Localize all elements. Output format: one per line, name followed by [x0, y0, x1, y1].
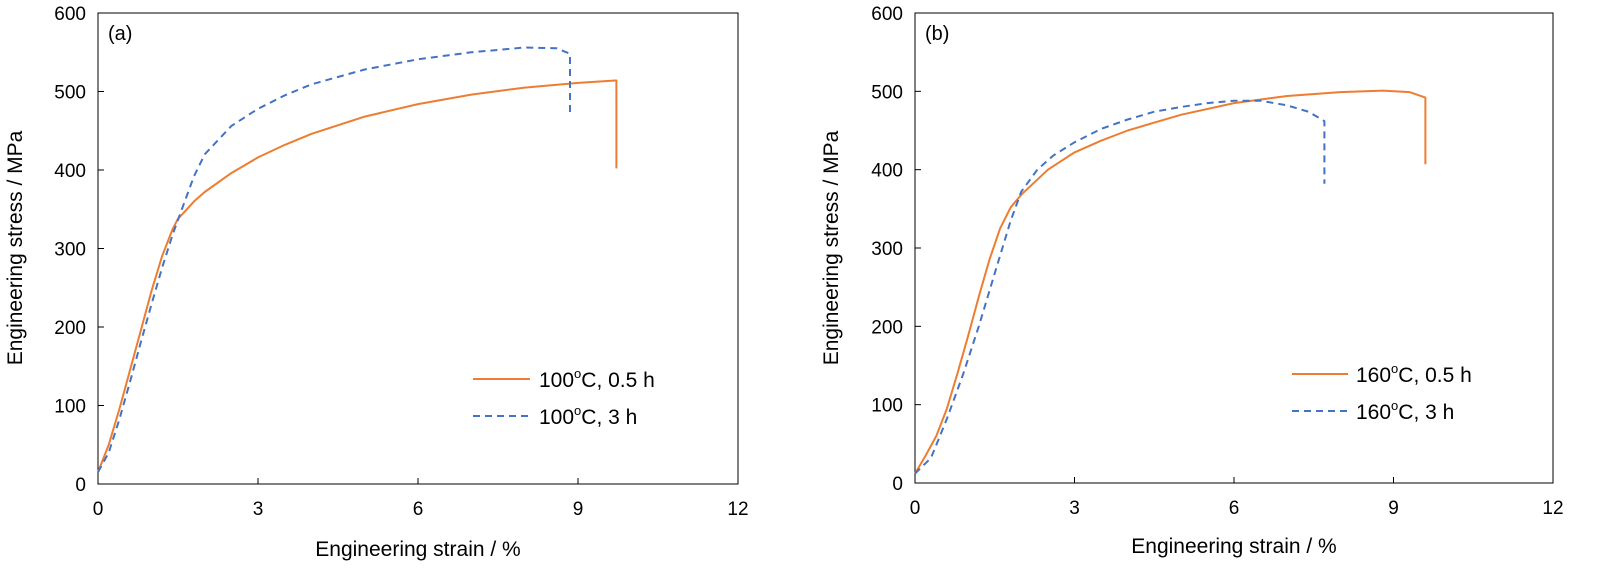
y-tick-label: 300 — [871, 239, 903, 260]
chart-panel-a: 0 100 200 300 400 500 600 0 3 6 9 12 (a) Engineeri… — [4, 4, 749, 561]
y-tick-label: 200 — [871, 317, 903, 338]
legend-entry-0: 100oC, 0.5 h — [539, 366, 655, 392]
y-tick-label: 300 — [54, 240, 86, 261]
y-tick-label: 200 — [54, 318, 86, 339]
legend: 100oC, 0.5 h 100oC, 3 h — [473, 366, 655, 429]
legend-duration: , 3 h — [596, 406, 637, 429]
legend-degree-mark: o — [1391, 398, 1398, 413]
y-axis-label: Engineering stress / MPa — [4, 130, 27, 365]
legend-degree-mark: o — [1391, 361, 1398, 376]
y-tick-label: 100 — [871, 396, 903, 417]
legend-entry-0: 160oC, 0.5 h — [1356, 361, 1472, 387]
legend-degree-mark: o — [574, 366, 581, 381]
legend: 160oC, 0.5 h 160oC, 3 h — [1292, 361, 1472, 424]
x-tick-label: 0 — [910, 498, 921, 519]
legend-unit: C — [1398, 364, 1413, 387]
y-axis-ticks: 0 100 200 300 400 500 600 — [871, 4, 921, 495]
x-tick-label: 3 — [253, 499, 264, 520]
series-line-solid — [97, 79, 618, 473]
legend-unit: C — [581, 406, 596, 429]
x-axis-ticks: 0 3 6 9 12 — [910, 477, 1564, 519]
x-tick-label: 12 — [727, 499, 748, 520]
x-axis-ticks: 0 3 6 9 12 — [93, 478, 749, 520]
x-tick-label: 6 — [413, 499, 424, 520]
y-axis-label: Engineering stress / MPa — [820, 130, 843, 365]
y-tick-label: 600 — [871, 4, 903, 25]
series-line-dashed — [97, 46, 571, 473]
y-tick-label: 500 — [54, 83, 86, 104]
x-axis-label: Engineering strain / % — [315, 538, 520, 561]
legend-duration: , 3 h — [1413, 401, 1454, 424]
legend-duration: , 0.5 h — [596, 369, 654, 392]
legend-temp: 100 — [539, 406, 574, 429]
legend-entry-1: 160oC, 3 h — [1356, 398, 1454, 424]
legend-degree-mark: o — [574, 403, 581, 418]
y-tick-label: 500 — [871, 82, 903, 103]
legend-temp: 160 — [1356, 401, 1391, 424]
legend-entry-1: 100oC, 3 h — [539, 403, 637, 429]
y-axis-ticks: 0 100 200 300 400 500 600 — [54, 4, 104, 496]
panel-label: (b) — [925, 23, 949, 45]
legend-temp: 100 — [539, 369, 574, 392]
y-tick-label: 100 — [54, 397, 86, 418]
panel-label: (a) — [108, 23, 132, 45]
x-tick-label: 12 — [1542, 498, 1563, 519]
chart-panel-b: 0 100 200 300 400 500 600 0 3 6 9 12 (b) Engineeri… — [820, 4, 1564, 558]
series-line-solid — [914, 89, 1427, 475]
plot-area-frame — [914, 12, 1554, 484]
x-tick-label: 6 — [1229, 498, 1240, 519]
x-axis-label: Engineering strain / % — [1131, 535, 1336, 558]
plot-area-frame — [97, 12, 739, 485]
series-layer — [914, 89, 1427, 475]
x-tick-label: 3 — [1069, 498, 1080, 519]
x-tick-label: 9 — [573, 499, 584, 520]
legend-duration: , 0.5 h — [1413, 364, 1471, 387]
x-tick-label: 0 — [93, 499, 104, 520]
series-layer — [97, 46, 618, 473]
y-tick-label: 0 — [75, 475, 86, 496]
y-tick-label: 600 — [54, 4, 86, 25]
legend-unit: C — [1398, 401, 1413, 424]
series-line-dashed — [914, 99, 1326, 475]
legend-unit: C — [581, 369, 596, 392]
y-tick-label: 0 — [892, 474, 903, 495]
legend-temp: 160 — [1356, 364, 1391, 387]
y-tick-label: 400 — [871, 161, 903, 182]
y-tick-label: 400 — [54, 161, 86, 182]
x-tick-label: 9 — [1388, 498, 1399, 519]
